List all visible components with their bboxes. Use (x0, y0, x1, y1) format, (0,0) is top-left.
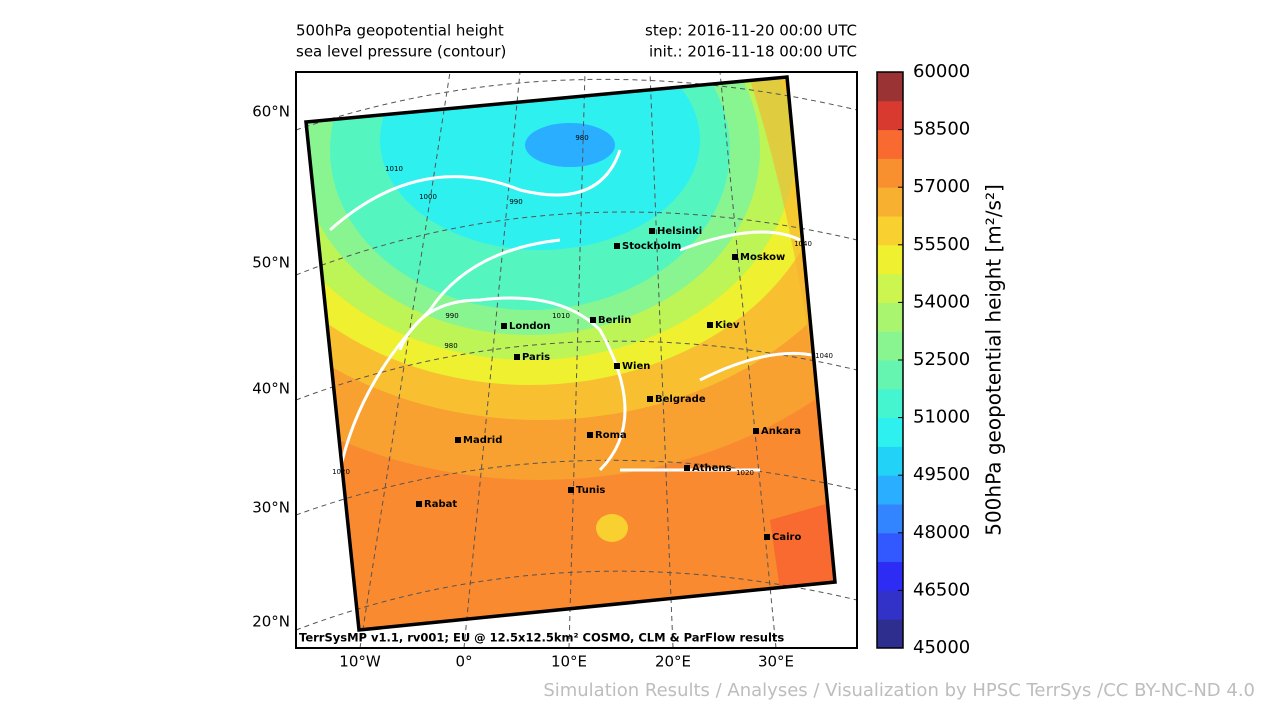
credit: TerrSysMP v1.1, rv001; EU @ 12.5x12.5km²… (299, 631, 784, 645)
city-label: Kiev (715, 320, 740, 331)
colorbar-tick-label: 48000 (913, 522, 970, 543)
city-marker (587, 432, 593, 438)
subtitle: sea level pressure (contour) (296, 43, 506, 61)
city-label: Paris (522, 352, 550, 363)
latitude-label: 50°N (252, 254, 290, 272)
longitude-label: 10°W (339, 653, 381, 671)
colorbar-band (877, 532, 903, 563)
city-marker (647, 396, 653, 402)
city-marker (568, 487, 574, 493)
contour-label: 980 (575, 134, 588, 142)
colorbar-band (877, 590, 903, 620)
longitude-label: 0° (455, 653, 472, 671)
city-label: Berlin (598, 315, 631, 326)
colorbar-tick-label: 57000 (913, 176, 970, 197)
city-label: Ankara (761, 426, 801, 437)
footer: Simulation Results / Analyses / Visualiz… (543, 680, 1255, 701)
colorbar-band (877, 360, 903, 390)
colorbar-band (877, 302, 903, 332)
contour-label: 990 (509, 198, 522, 206)
city-label: Wien (622, 361, 650, 372)
city-marker (514, 354, 520, 360)
colorbar-label: 500hPa geopotential height [m²/s²] (982, 184, 1006, 536)
city-marker (707, 322, 713, 328)
colorbar-tick-label: 54000 (913, 291, 970, 312)
title: 500hPa geopotential height (296, 22, 504, 40)
contour-label: 1020 (332, 468, 350, 476)
city-label: Moskow (740, 252, 785, 263)
colorbar-band (877, 187, 903, 217)
colorbar-band (877, 331, 903, 361)
city-label: Rabat (424, 499, 457, 510)
pressure-contours (329, 149, 831, 472)
contour-label: 1010 (385, 165, 403, 173)
step-time: step: 2016-11-20 00:00 UTC (645, 22, 857, 40)
colorbar-band (877, 417, 903, 447)
contour-label: 1020 (736, 469, 754, 477)
colorbar-band (877, 129, 903, 159)
map-area: Helsinki Stockholm Moskow London Berlin Kiev P… (296, 72, 857, 648)
colorbar-tick-label: 58500 (913, 119, 970, 140)
contour-label: 1040 (794, 240, 812, 248)
map-frame (295, 71, 858, 649)
city-marker (753, 428, 759, 434)
colorbar-band (877, 158, 903, 188)
longitude-label: 20°E (655, 653, 691, 671)
colorbar-band (877, 244, 903, 275)
colorbar-tick-label: 60000 (913, 61, 970, 82)
city-marker (416, 501, 422, 507)
colorbar-band (877, 216, 903, 246)
colorbar-band (877, 475, 903, 505)
colorbar-band (877, 446, 903, 476)
colorbar-tick-label: 46500 (913, 579, 970, 600)
colorbar-tick-label: 55500 (913, 234, 970, 255)
map-labels: Helsinki Stockholm Moskow London Berlin Kiev P… (332, 134, 833, 543)
city-label: Madrid (463, 435, 502, 446)
colorbar-band (877, 72, 903, 102)
contour-label: 990 (445, 312, 458, 320)
colorbar: 45000 46500 48000 49500 51000 52500 54000 55500… (876, 61, 970, 658)
city-label: Helsinki (657, 226, 702, 237)
city-marker (649, 228, 655, 234)
latitude-label: 60°N (252, 103, 290, 121)
city-marker (614, 363, 620, 369)
latitude-label: 30°N (252, 499, 290, 517)
contour-label: 1000 (419, 193, 437, 201)
city-marker (764, 534, 770, 540)
latitude-label: 20°N (252, 613, 290, 631)
colorbar-band (877, 619, 903, 649)
city-marker (732, 254, 738, 260)
city-label: Belgrade (655, 394, 706, 405)
city-label: Tunis (576, 485, 605, 496)
city-marker (684, 465, 690, 471)
init-time: init.: 2016-11-18 00:00 UTC (649, 43, 857, 61)
contour-label: 1040 (815, 352, 833, 360)
city-marker (590, 317, 596, 323)
latitude-label: 40°N (252, 380, 290, 398)
city-marker (614, 243, 620, 249)
city-label: Stockholm (622, 241, 681, 252)
colorbar-tick-label: 51000 (913, 407, 970, 428)
city-label: Athens (692, 463, 732, 474)
colorbar-tick-label: 52500 (913, 349, 970, 370)
city-marker (501, 323, 507, 329)
colorbar-band (877, 504, 903, 534)
city-label: Cairo (772, 532, 801, 543)
longitude-label: 30°E (758, 653, 794, 671)
contour-label: 980 (444, 342, 457, 350)
longitude-label: 10°E (551, 653, 587, 671)
colorbar-tick-label: 49500 (913, 464, 970, 485)
colorbar-tick-label: 45000 (913, 637, 970, 658)
domain-border (304, 75, 837, 632)
colorbar-band (877, 100, 903, 131)
colorbar-band (877, 273, 903, 303)
city-marker (455, 437, 461, 443)
contour-label: 1010 (552, 312, 570, 320)
colorbar-band (877, 561, 903, 591)
colorbar-band (877, 388, 903, 419)
city-label: Roma (595, 430, 627, 441)
city-label: London (509, 321, 551, 332)
